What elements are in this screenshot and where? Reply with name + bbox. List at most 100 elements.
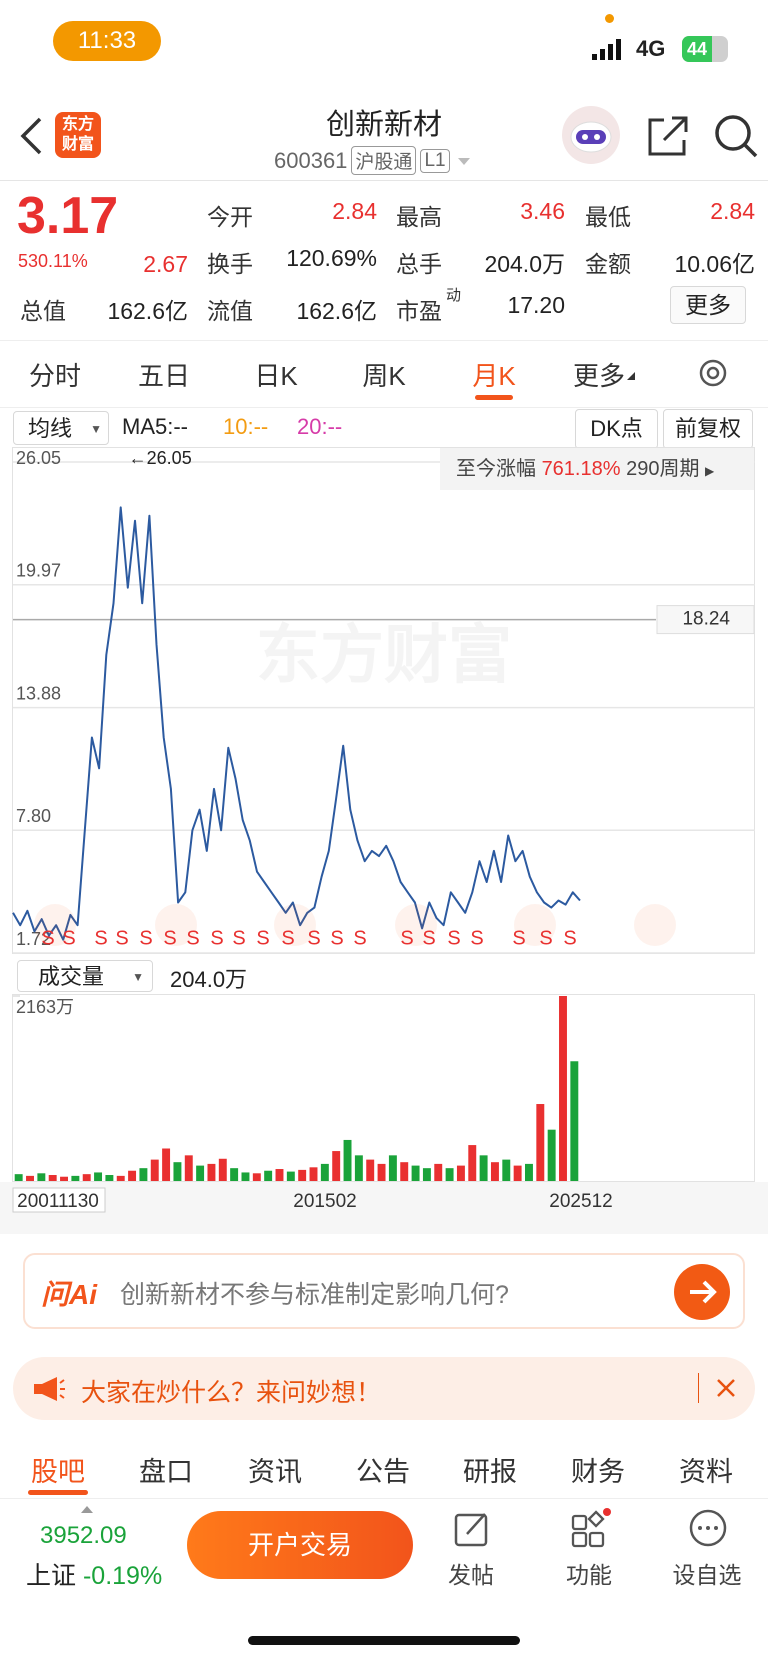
volume-bar	[298, 1169, 307, 1181]
function-icon	[571, 1508, 611, 1548]
field-label: 市盈动	[396, 287, 461, 326]
settings-button[interactable]	[696, 356, 730, 390]
banner[interactable]: 大家在炒什么？来问妙想！	[13, 1357, 755, 1420]
field-value: 2.84	[332, 198, 377, 224]
trade-button[interactable]: 开户交易	[187, 1511, 413, 1579]
more-button[interactable]: 更多	[670, 286, 746, 324]
back-button[interactable]	[18, 116, 44, 156]
ai-box[interactable]: 问Ai 创新新材不参与标准制定影响几何?	[23, 1253, 745, 1329]
volume-bar	[445, 1168, 454, 1181]
search-button[interactable]	[712, 112, 760, 160]
shape	[648, 118, 686, 156]
chart-control	[274, 904, 316, 946]
x-tick-label: 202512	[549, 1191, 612, 1212]
watchlist-icon	[689, 1509, 727, 1547]
ma10-label: 10:--	[223, 414, 269, 439]
period-tab[interactable]: 日K	[254, 361, 298, 391]
period-tab[interactable]: 更多	[572, 361, 626, 391]
period-tab[interactable]: 周K	[362, 361, 406, 391]
volume-bar	[48, 1175, 57, 1181]
shape	[571, 1531, 588, 1548]
field-value: 17.20	[507, 292, 565, 318]
signal-marker: S	[115, 927, 128, 949]
info-tab[interactable]: 研报	[463, 1457, 517, 1487]
signal-marker: S	[232, 927, 245, 949]
info-tab[interactable]: 资讯	[248, 1457, 302, 1487]
volume-bar	[275, 1169, 284, 1181]
ma-select[interactable]: 均线 ▼	[13, 411, 109, 445]
signal-marker: S	[400, 927, 413, 949]
footer-action[interactable]: 发帖	[448, 1562, 494, 1588]
field-value: 204.0万	[484, 251, 565, 277]
field-label: 今开	[207, 204, 253, 230]
caret: ▼	[90, 422, 102, 436]
ma20-label: 20:--	[297, 414, 343, 439]
signal-marker: S	[186, 927, 199, 949]
volume-select[interactable]: 成交量 ▼	[17, 960, 153, 992]
share-button[interactable]	[646, 114, 690, 158]
badge: 沪股通	[351, 146, 417, 175]
period-tab[interactable]: 五日	[137, 361, 191, 391]
tab-underline	[28, 1490, 88, 1495]
shape	[592, 54, 597, 60]
volume-bar	[422, 1168, 431, 1181]
info-tab[interactable]: 公告	[356, 1457, 410, 1487]
volume-bar	[150, 1159, 159, 1181]
signal-marker: S	[307, 927, 320, 949]
period-tab[interactable]: 月K	[472, 361, 516, 391]
divider	[698, 1373, 699, 1403]
change-value: 2.67	[143, 251, 188, 277]
close-button[interactable]	[715, 1377, 737, 1399]
ai-send[interactable]	[673, 1263, 731, 1321]
shape	[600, 49, 605, 60]
banner-text: 大家在炒什么？来问妙想！	[81, 1379, 382, 1407]
chart-frame	[12, 994, 755, 1182]
volume-bar	[94, 1172, 103, 1181]
reference-label: 18.24	[682, 609, 730, 630]
x-label-box	[12, 1187, 106, 1213]
app-logo: 东方 财富	[55, 112, 101, 158]
caret: ▼	[132, 970, 144, 984]
shape	[706, 1526, 710, 1530]
tab-underline	[475, 395, 513, 400]
field-label: 总手	[396, 251, 442, 277]
signal-marker: S	[330, 927, 343, 949]
field-label: 流值	[207, 298, 253, 324]
shape	[571, 1514, 588, 1531]
info-tab[interactable]: 资料	[679, 1457, 733, 1487]
signal-marker: S	[512, 927, 525, 949]
info-tab[interactable]: 财务	[571, 1457, 625, 1487]
shape	[662, 116, 688, 142]
volume-bar	[377, 1163, 386, 1181]
signal-marker: S	[62, 927, 75, 949]
shape	[698, 1526, 702, 1530]
home-indicator	[248, 1636, 520, 1645]
field-value: 10.06亿	[674, 251, 755, 277]
dk-button[interactable]: DK点	[575, 409, 658, 449]
volume-bar	[388, 1155, 397, 1181]
shape	[582, 134, 588, 140]
dropdown-caret[interactable]	[454, 154, 474, 168]
assistant-avatar[interactable]	[560, 104, 622, 166]
volume-bar	[286, 1171, 295, 1181]
volume-bar	[456, 1165, 465, 1181]
range-info: 至今涨幅 761.18% 290周期 ▶	[440, 448, 754, 490]
volume-bar	[332, 1151, 341, 1181]
volume-bar	[162, 1148, 171, 1181]
last-price: 3.17	[17, 187, 119, 245]
field-sup: 动	[446, 287, 462, 304]
volume-bar	[479, 1155, 488, 1181]
volume-bar	[173, 1162, 182, 1181]
volume-bar	[547, 1129, 556, 1181]
footer-action[interactable]: 设自选	[672, 1562, 742, 1588]
signal-marker: S	[281, 927, 294, 949]
adjust-button[interactable]: 前复权	[663, 409, 753, 449]
index-name: 上证	[26, 1562, 77, 1590]
footer-action[interactable]: 功能	[566, 1562, 612, 1588]
period-tab[interactable]: 分时	[28, 361, 82, 391]
info-tab[interactable]: 股吧	[31, 1457, 85, 1487]
shape	[690, 1280, 717, 1304]
shape	[594, 134, 600, 140]
info-tab[interactable]: 盘口	[139, 1457, 193, 1487]
arrow: ▶	[705, 464, 715, 478]
